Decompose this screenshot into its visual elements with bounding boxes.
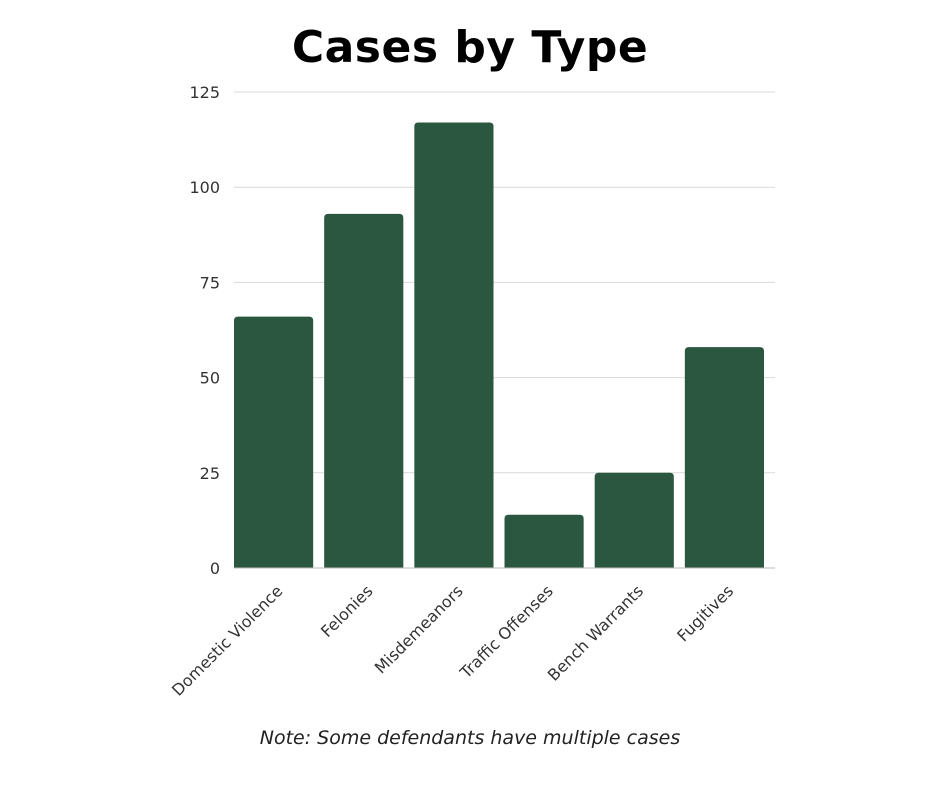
bar: [414, 122, 494, 569]
x-axis-labels: Domestic Violence FeloniesMisdemeanorsTra…: [168, 581, 737, 699]
y-tick-label: 25: [200, 464, 220, 483]
bar: [324, 213, 404, 568]
bar: [684, 347, 764, 568]
y-axis-ticks: 0 25 50 75 100 125: [189, 83, 220, 578]
x-tick-label: Bench Warrants: [544, 581, 647, 684]
chart-note: Note: Some defendants have multiple case…: [259, 727, 681, 749]
x-tick-label: Domestic Violence: [168, 581, 286, 699]
bar: [234, 316, 314, 568]
y-tick-label: 50: [200, 369, 220, 388]
x-tick-label: Misdemeanors: [371, 581, 467, 677]
y-tick-label: 75: [200, 273, 220, 292]
bar: [504, 514, 584, 568]
x-tick-label: Fugitives: [673, 581, 737, 645]
chart-title: Cases by Type: [291, 22, 649, 73]
y-tick-label: 0: [210, 559, 220, 578]
y-tick-label: 100: [189, 178, 220, 197]
bar: [594, 472, 674, 568]
y-tick-label: 125: [189, 83, 220, 102]
bars: [234, 122, 764, 569]
x-tick-label: Felonies: [317, 581, 377, 641]
x-tick-label: Traffic Offenses: [456, 581, 557, 682]
